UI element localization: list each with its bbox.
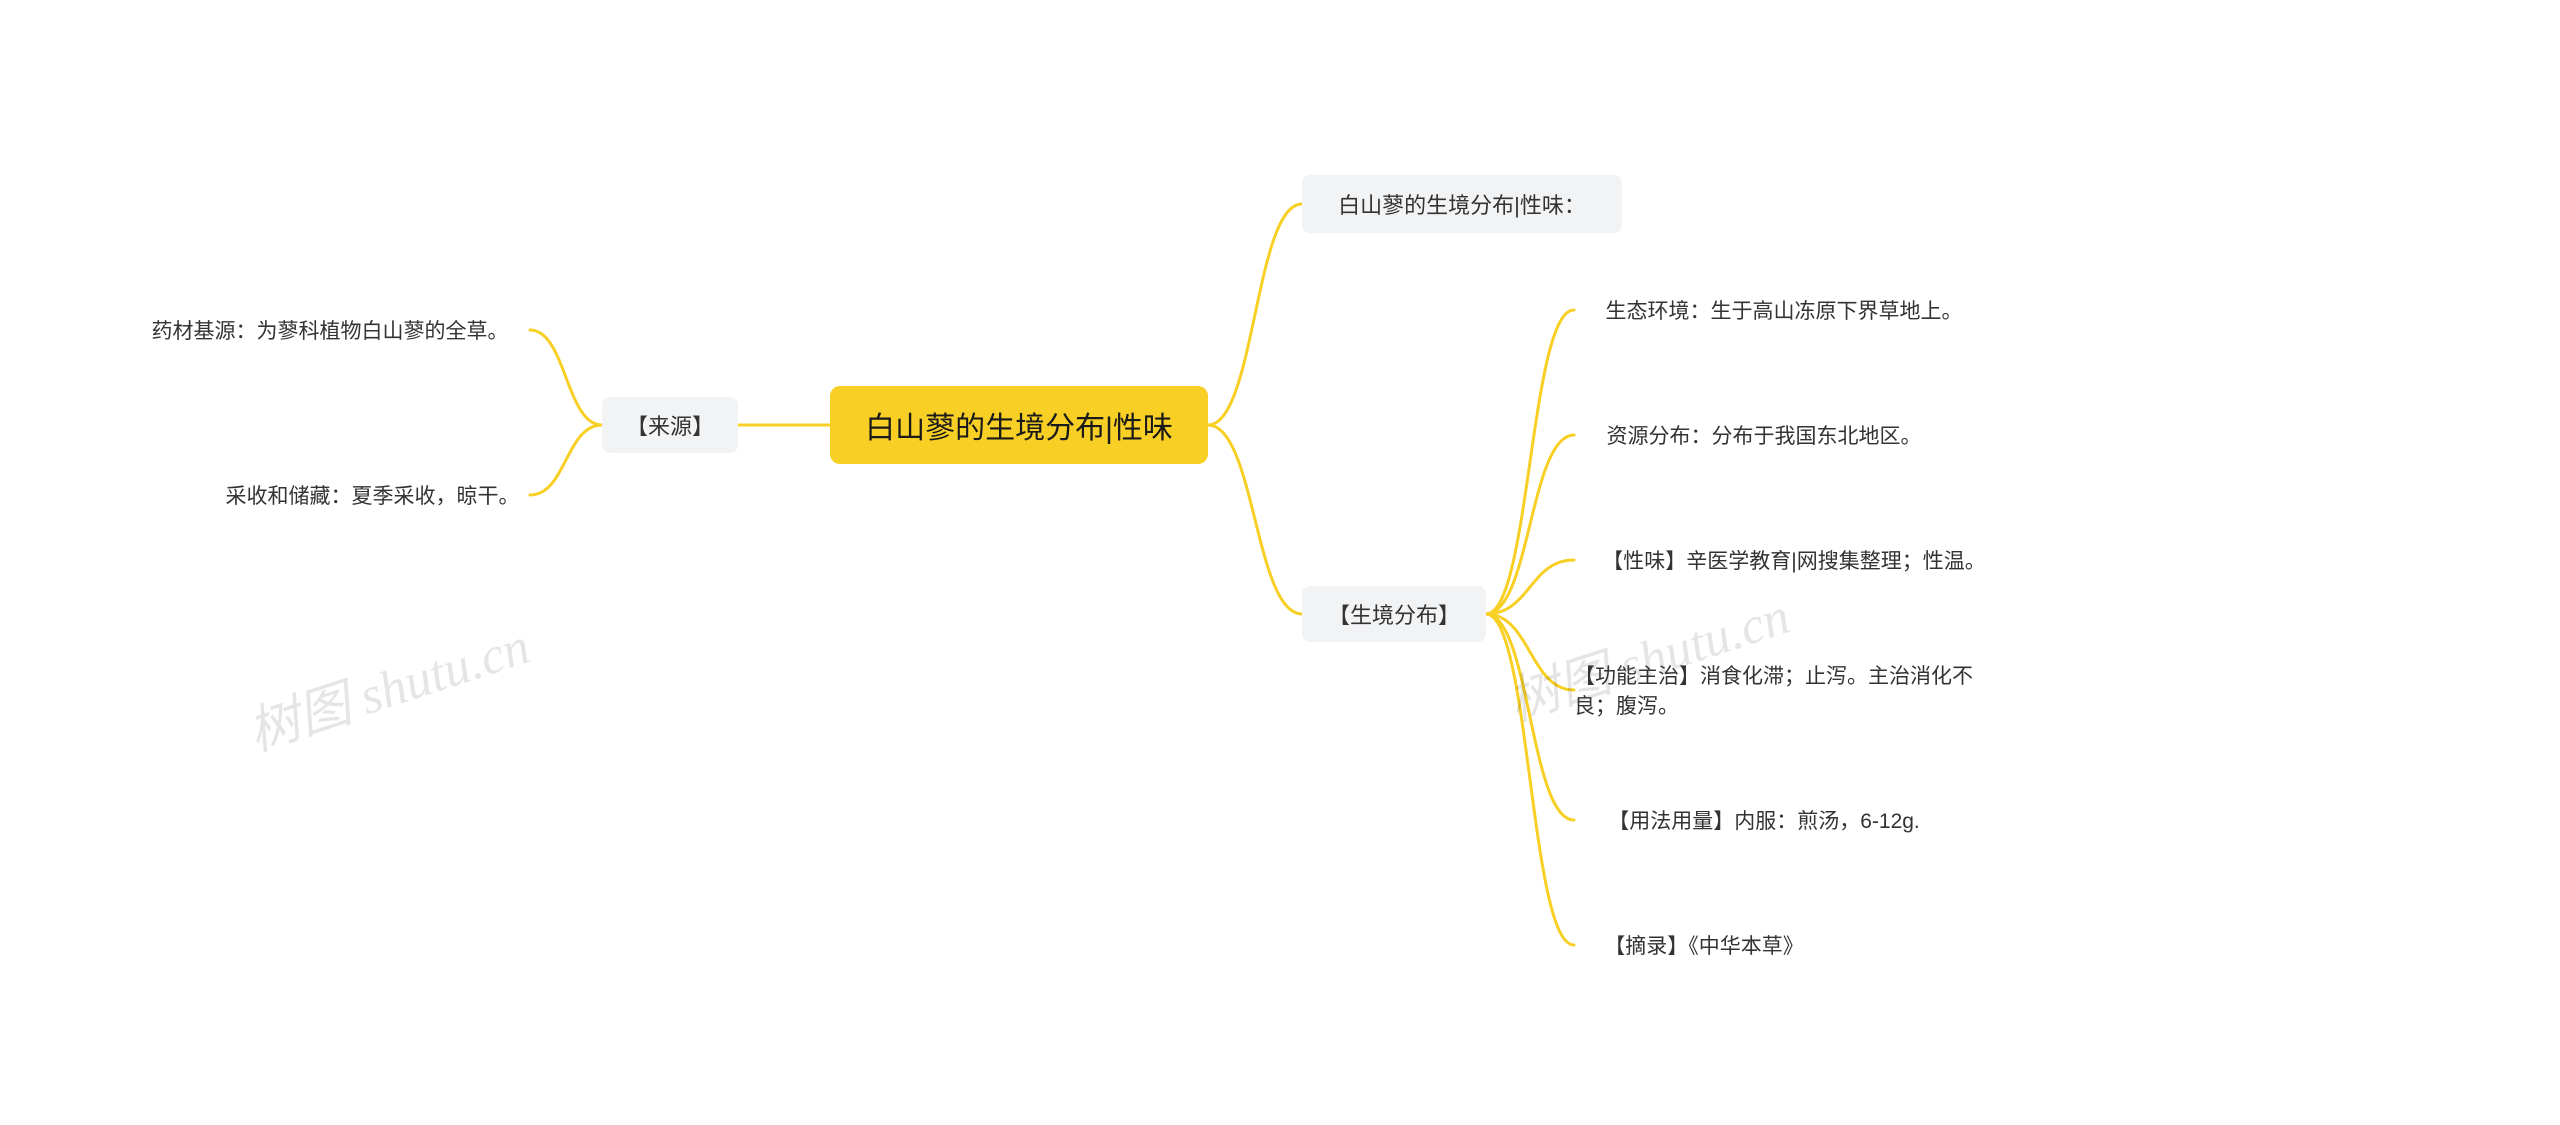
root-node: 白山蓼的生境分布|性味 bbox=[830, 386, 1208, 464]
leaf-node: 生态环境：生于高山冻原下界草地上。 bbox=[1574, 295, 1994, 325]
leaf-node: 采收和储藏：夏季采收，晾干。 bbox=[215, 480, 530, 510]
leaf-node: 【用法用量】内服：煎汤，6-12g. bbox=[1574, 805, 1954, 835]
branch-node: 白山蓼的生境分布|性味： bbox=[1302, 175, 1622, 233]
leaf-node: 【功能主治】消食化滞；止泻。主治消化不良；腹泻。 bbox=[1574, 660, 2004, 720]
branch-node: 【生境分布】 bbox=[1302, 586, 1486, 642]
leaf-node: 【性味】辛医学教育|网搜集整理；性温。 bbox=[1574, 545, 2014, 575]
connector-layer bbox=[0, 0, 2560, 1125]
branch-node: 【来源】 bbox=[602, 397, 738, 453]
leaf-node: 【摘录】《中华本草》 bbox=[1574, 930, 1834, 960]
leaf-node: 药材基源：为蓼科植物白山蓼的全草。 bbox=[130, 315, 530, 345]
leaf-node: 资源分布：分布于我国东北地区。 bbox=[1574, 420, 1954, 450]
watermark: 树图 shutu.cn bbox=[237, 604, 538, 765]
